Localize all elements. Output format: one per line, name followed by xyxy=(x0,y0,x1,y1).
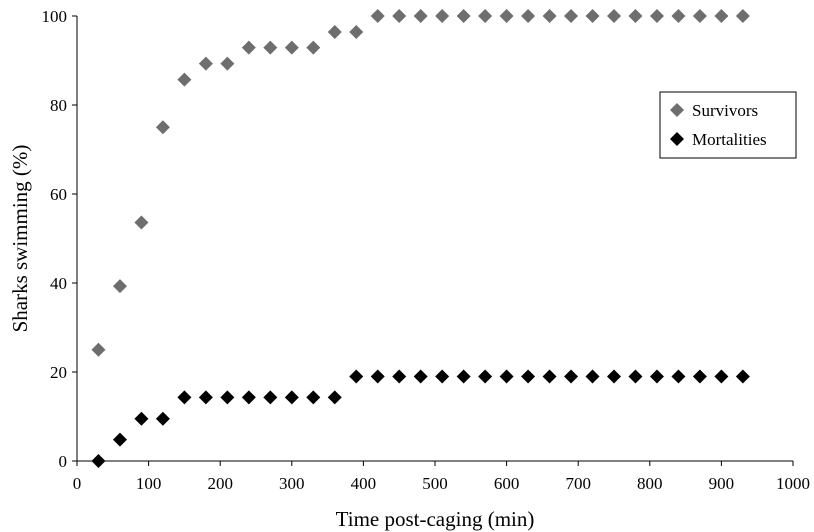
data-point xyxy=(564,369,578,383)
x-tick-label: 300 xyxy=(279,474,305,493)
data-point xyxy=(500,9,514,23)
data-point xyxy=(263,390,277,404)
data-point xyxy=(693,369,707,383)
data-point xyxy=(349,369,363,383)
data-point xyxy=(242,41,256,55)
data-point xyxy=(736,9,750,23)
ticks: 0 100 200 300 400 500 600 700 800 900 1000 0 20 40 60 8… xyxy=(42,7,811,493)
data-point xyxy=(371,369,385,383)
data-point xyxy=(328,25,342,39)
data-point xyxy=(671,369,685,383)
x-tick-label: 400 xyxy=(351,474,377,493)
data-point xyxy=(91,454,105,468)
data-point xyxy=(306,41,320,55)
series-mortalities xyxy=(91,369,749,468)
y-tick-label: 80 xyxy=(50,96,67,115)
data-point xyxy=(607,9,621,23)
data-point xyxy=(306,390,320,404)
data-point xyxy=(714,9,728,23)
data-point xyxy=(457,369,471,383)
data-point xyxy=(113,433,127,447)
x-tick-label: 200 xyxy=(207,474,233,493)
data-point xyxy=(134,215,148,229)
y-tick-label: 20 xyxy=(50,363,67,382)
data-point xyxy=(543,9,557,23)
data-point xyxy=(607,369,621,383)
legend: Survivors Mortalities xyxy=(660,92,796,158)
data-point xyxy=(500,369,514,383)
data-point xyxy=(328,390,342,404)
data-point xyxy=(736,369,750,383)
x-tick-label: 500 xyxy=(422,474,448,493)
y-tick-label: 100 xyxy=(42,7,68,26)
data-point xyxy=(156,412,170,426)
data-point xyxy=(392,369,406,383)
data-point xyxy=(91,343,105,357)
y-axis-title: Sharks swimming (%) xyxy=(8,145,32,333)
data-point xyxy=(113,279,127,293)
data-point xyxy=(628,369,642,383)
data-point xyxy=(263,41,277,55)
data-point xyxy=(628,9,642,23)
y-tick-label: 0 xyxy=(59,452,68,471)
data-point xyxy=(564,9,578,23)
data-point xyxy=(414,9,428,23)
data-point xyxy=(414,369,428,383)
data-point xyxy=(392,9,406,23)
x-tick-label: 100 xyxy=(136,474,162,493)
legend-label-survivors: Survivors xyxy=(692,101,758,120)
data-point xyxy=(220,57,234,71)
data-point xyxy=(220,390,234,404)
y-tick-label: 40 xyxy=(50,274,67,293)
data-point xyxy=(586,9,600,23)
data-point xyxy=(714,369,728,383)
data-point xyxy=(285,41,299,55)
data-point xyxy=(586,369,600,383)
data-point xyxy=(478,369,492,383)
x-tick-label: 700 xyxy=(565,474,591,493)
x-tick-label: 800 xyxy=(637,474,663,493)
legend-label-mortalities: Mortalities xyxy=(692,130,767,149)
x-axis-title: Time post-caging (min) xyxy=(336,507,535,531)
data-point xyxy=(156,120,170,134)
data-point xyxy=(134,412,148,426)
data-point xyxy=(693,9,707,23)
x-tick-label: 1000 xyxy=(776,474,810,493)
data-point xyxy=(650,9,664,23)
x-tick-label: 0 xyxy=(73,474,82,493)
data-point xyxy=(371,9,385,23)
data-point xyxy=(521,9,535,23)
data-point xyxy=(177,73,191,87)
data-point xyxy=(349,25,363,39)
data-point xyxy=(478,9,492,23)
series-survivors xyxy=(91,9,749,357)
data-point xyxy=(671,9,685,23)
data-point xyxy=(435,9,449,23)
data-point xyxy=(521,369,535,383)
data-point xyxy=(435,369,449,383)
x-tick-label: 900 xyxy=(709,474,735,493)
data-point xyxy=(199,390,213,404)
data-point xyxy=(242,390,256,404)
data-point xyxy=(177,390,191,404)
data-point xyxy=(543,369,557,383)
data-point xyxy=(457,9,471,23)
data-points xyxy=(91,9,749,468)
y-tick-label: 60 xyxy=(50,185,67,204)
x-tick-label: 600 xyxy=(494,474,520,493)
data-point xyxy=(650,369,664,383)
data-point xyxy=(199,57,213,71)
data-point xyxy=(285,390,299,404)
